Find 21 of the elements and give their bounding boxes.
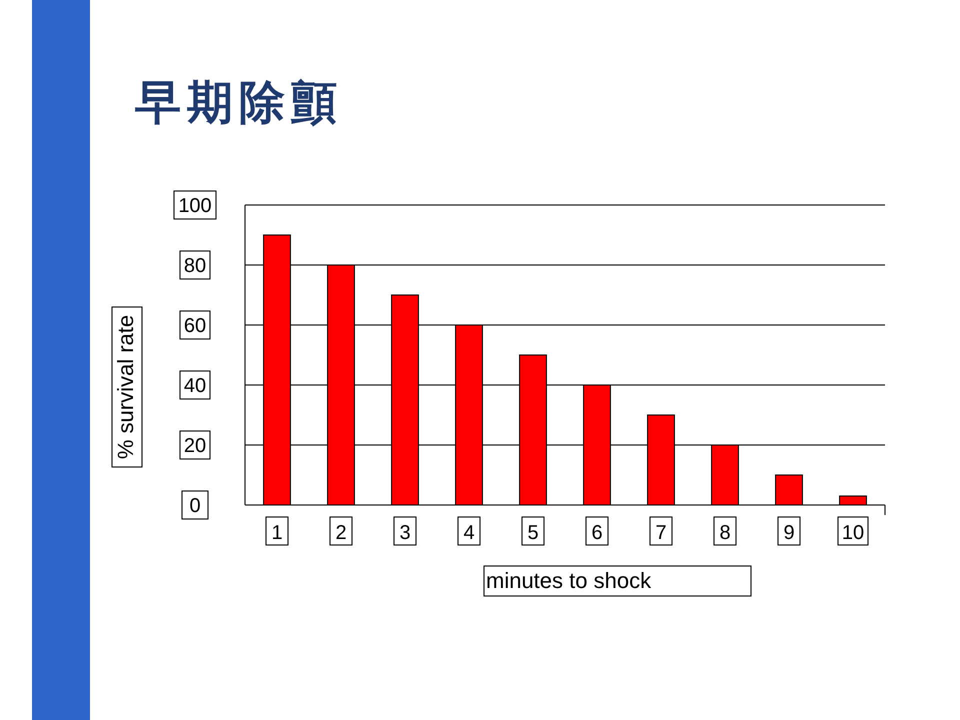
y-axis-title: % survival rate — [113, 314, 138, 460]
x-tick-label: 4 — [463, 522, 475, 544]
x-tick-label: 8 — [719, 522, 731, 544]
x-axis-title: minutes to shock — [486, 568, 652, 593]
x-tick-label: 7 — [655, 522, 667, 544]
x-tick-label: 1 — [271, 522, 283, 544]
y-tick-label: 80 — [184, 255, 206, 277]
x-tick-label: 3 — [399, 522, 411, 544]
x-tick-label: 9 — [783, 522, 795, 544]
x-tick-label: 5 — [527, 522, 539, 544]
x-tick-label: 6 — [591, 522, 603, 544]
y-tick-label: 20 — [184, 435, 206, 457]
bar — [839, 496, 867, 506]
y-tick-label: 40 — [184, 375, 206, 397]
bar — [775, 474, 803, 506]
y-tick-label: 0 — [189, 495, 201, 517]
y-tick-label: 100 — [178, 195, 212, 217]
x-tick-label: 2 — [335, 522, 347, 544]
x-tick-label: 10 — [842, 522, 864, 544]
y-tick-label: 60 — [184, 315, 206, 337]
chart-title: 早期除顫 — [134, 75, 343, 129]
